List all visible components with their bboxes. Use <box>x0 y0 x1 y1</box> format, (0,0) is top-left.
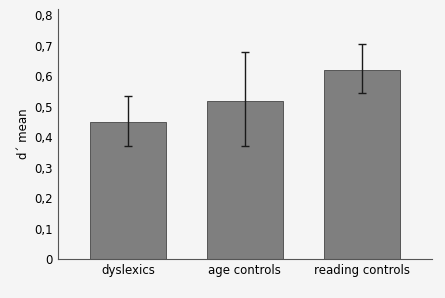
Bar <box>324 70 400 259</box>
Bar <box>90 122 166 259</box>
Bar <box>207 100 283 259</box>
Y-axis label: d´ mean: d´ mean <box>17 109 30 159</box>
